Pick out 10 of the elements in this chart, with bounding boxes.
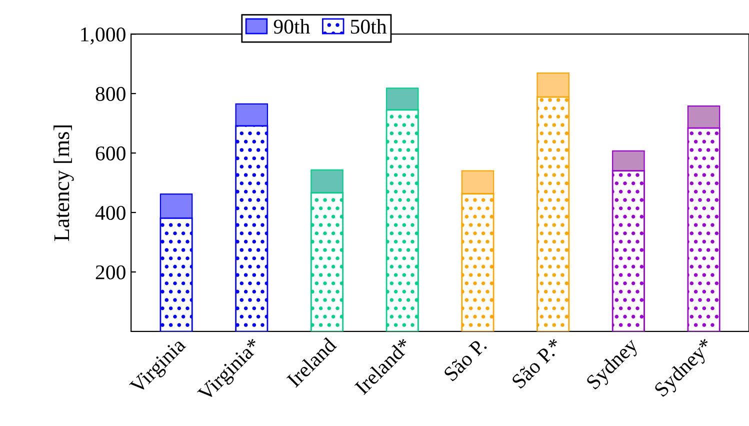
y-tick-label: 200 <box>96 265 126 280</box>
x-tick-label: São P.* <box>510 337 563 390</box>
legend-label: 50th <box>350 19 387 34</box>
y-tick-label: 400 <box>95 206 126 220</box>
y-tick-label: 800 <box>96 86 126 101</box>
y-tick-label: 1,000 <box>81 27 126 45</box>
y-axis-title: Latency [ms] <box>54 125 74 242</box>
y-tick-label: 600 <box>96 146 126 160</box>
legend-label: 90th <box>274 19 310 34</box>
x-tick-label: São P. <box>442 338 488 382</box>
